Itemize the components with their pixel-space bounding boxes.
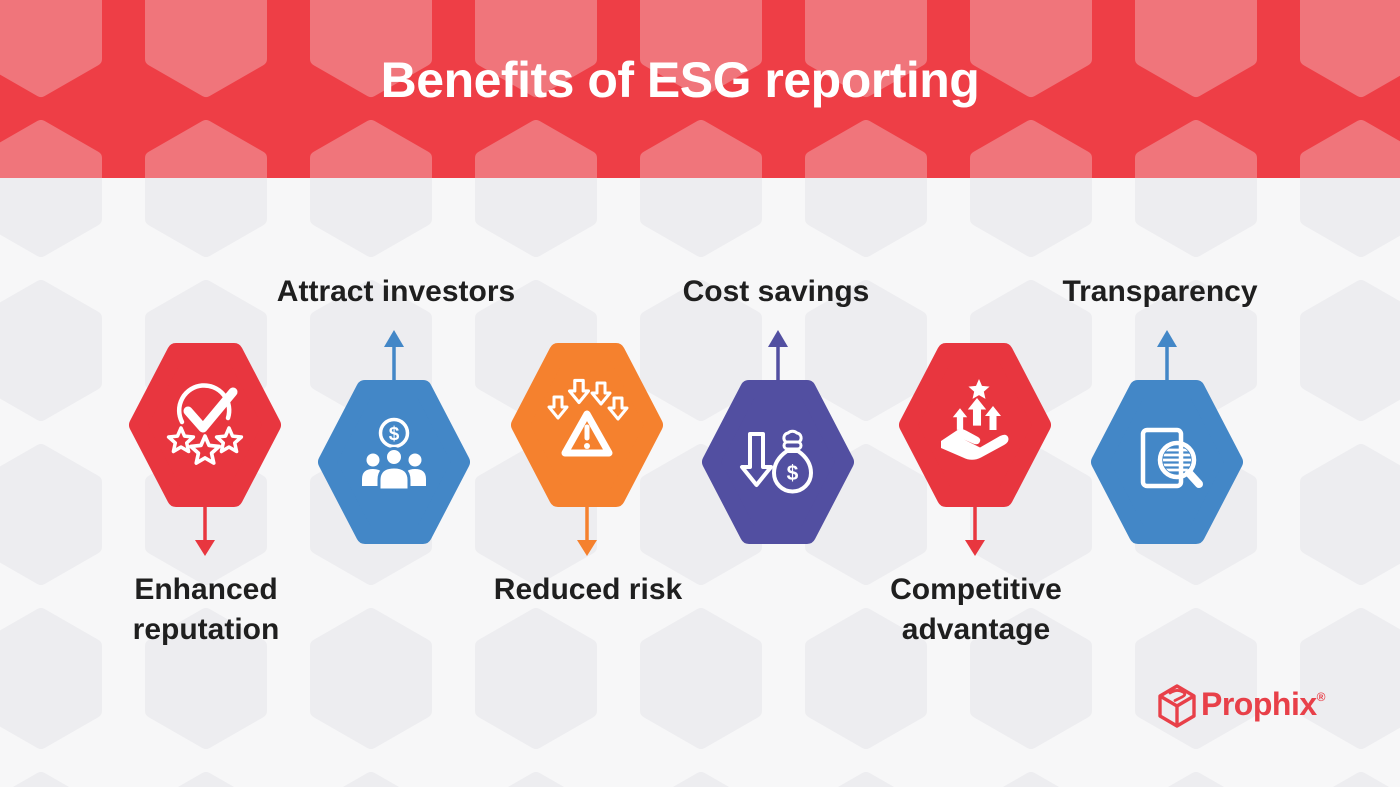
warning-arrows-icon — [547, 378, 629, 457]
svg-text:$: $ — [389, 424, 400, 445]
header-hexagon-pattern — [0, 0, 1400, 178]
header-banner: Benefits of ESG reporting — [0, 0, 1400, 178]
prophix-cube-icon — [1158, 684, 1196, 728]
hand-growth-icon — [941, 378, 1009, 460]
benefit-label: Transparency — [1062, 275, 1258, 308]
benefit-label: Attract investors — [276, 275, 516, 308]
prophix-logo: Prophix® — [1157, 682, 1357, 730]
prophix-wordmark: Prophix® — [1201, 686, 1326, 722]
benefit-label: Reduced risk — [493, 573, 683, 606]
document-magnifier-icon — [1140, 427, 1203, 489]
svg-text:$: $ — [787, 462, 799, 485]
benefit-label: Competitive advantage — [890, 573, 1062, 646]
dollar-people-icon: $ — [362, 417, 426, 492]
registered-mark: ® — [1316, 690, 1326, 704]
benefit-label: Cost savings — [682, 275, 870, 308]
benefit-label: Enhanced reputation — [132, 573, 280, 646]
checkmark-stars-icon — [166, 383, 244, 465]
page-title: Benefits of ESG reporting — [380, 52, 980, 108]
money-bag-arrow-icon: $ — [740, 429, 813, 494]
